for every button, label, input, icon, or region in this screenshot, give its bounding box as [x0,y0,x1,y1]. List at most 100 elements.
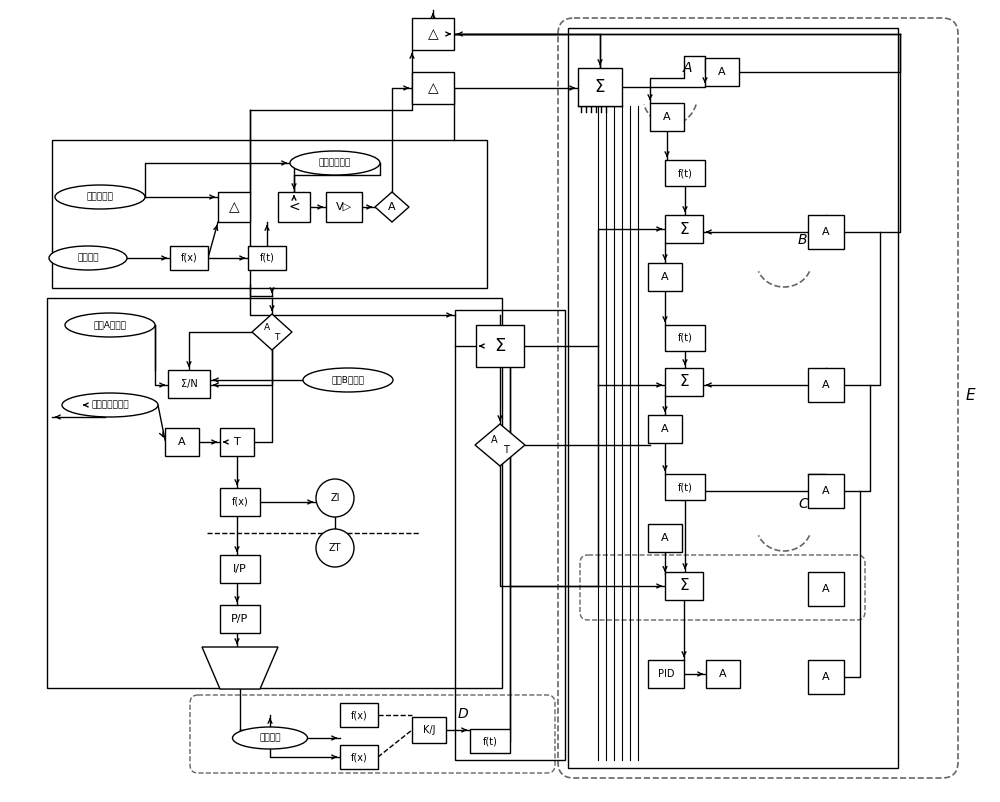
Text: A: A [178,437,186,447]
Text: Σ/N: Σ/N [181,379,197,389]
Bar [648,524,682,552]
Bar [648,263,682,291]
Text: A: A [718,67,726,77]
Bar [52,140,487,288]
Text: C: C [798,497,808,511]
Text: E: E [965,387,975,403]
Ellipse shape [290,151,380,175]
Text: 蒸汽流量: 蒸汽流量 [259,734,281,743]
Bar [648,415,682,443]
Text: K/J: K/J [423,725,435,735]
Text: B: B [798,233,808,247]
Text: PID: PID [658,669,674,679]
Bar [808,368,844,402]
Text: T: T [503,445,509,455]
Circle shape [316,479,354,517]
Text: Σ: Σ [679,375,689,390]
Bar [808,474,844,508]
Text: 未过B侧指令: 未过B侧指令 [332,375,364,384]
Bar [412,18,454,50]
Circle shape [316,529,354,567]
Text: A: A [491,435,497,445]
Bar [340,703,378,727]
Bar [412,717,446,743]
Text: A: A [822,486,830,496]
Bar [578,68,622,106]
Bar [165,428,199,456]
Bar [220,605,260,633]
Text: Σ: Σ [679,578,689,593]
Polygon shape [252,314,292,350]
Text: ZT: ZT [329,543,341,553]
Text: D: D [458,707,469,721]
Bar [706,660,740,688]
Bar [248,246,286,270]
Text: A: A [661,533,669,543]
Text: f(t): f(t) [678,333,692,343]
Text: A: A [822,380,830,390]
Text: Σ: Σ [679,221,689,237]
Text: A: A [661,272,669,282]
Bar [665,160,705,186]
Text: T: T [234,437,240,447]
Bar [665,474,705,500]
Text: A: A [663,112,671,122]
Text: f(t): f(t) [260,253,274,263]
Bar [648,660,684,688]
Bar [705,58,739,86]
Bar [220,555,260,583]
Ellipse shape [49,246,127,270]
Text: f(t): f(t) [678,168,692,178]
Bar [470,729,510,753]
Text: A: A [822,227,830,237]
Bar [476,325,524,367]
Text: ZI: ZI [330,493,340,503]
Bar [170,246,208,270]
Text: Σ: Σ [494,337,506,355]
Ellipse shape [232,727,308,749]
Text: A: A [683,61,692,75]
Text: f(x): f(x) [351,752,367,762]
Text: A: A [388,202,396,212]
Text: A: A [822,672,830,682]
Polygon shape [202,647,278,689]
Text: A: A [661,424,669,434]
Bar [665,368,703,396]
Polygon shape [375,192,409,222]
Bar [340,745,378,769]
Bar [218,192,250,222]
Bar [808,660,844,694]
Text: A: A [264,323,270,333]
Text: 未过A侧指令: 未过A侧指令 [94,321,126,330]
Text: f(x): f(x) [181,253,197,263]
Text: T: T [274,333,280,342]
Text: f(x): f(x) [232,497,248,507]
Bar [665,215,703,243]
Polygon shape [475,424,525,466]
Text: △: △ [428,27,438,41]
Bar [220,428,254,456]
Bar [665,325,705,351]
Text: A: A [822,584,830,594]
Bar [168,370,210,398]
Bar [455,310,565,760]
Text: A: A [719,669,727,679]
Text: 蒸汽流量: 蒸汽流量 [77,253,99,262]
Bar [568,28,898,768]
Bar [412,72,454,104]
Bar [650,103,684,131]
Ellipse shape [55,185,145,209]
Bar [278,192,310,222]
Text: 主汽温设定値: 主汽温设定値 [319,159,351,168]
Text: P/P: P/P [231,614,249,624]
Text: I/P: I/P [233,564,247,574]
Bar [220,488,260,516]
Text: f(t): f(t) [678,482,692,492]
Ellipse shape [303,368,393,392]
Text: Σ: Σ [595,78,605,96]
Text: 主蒸汽温度: 主蒸汽温度 [87,192,113,201]
Text: V▷: V▷ [336,202,352,212]
Text: f(x): f(x) [351,710,367,720]
Text: f(t): f(t) [483,736,497,746]
Ellipse shape [65,313,155,337]
